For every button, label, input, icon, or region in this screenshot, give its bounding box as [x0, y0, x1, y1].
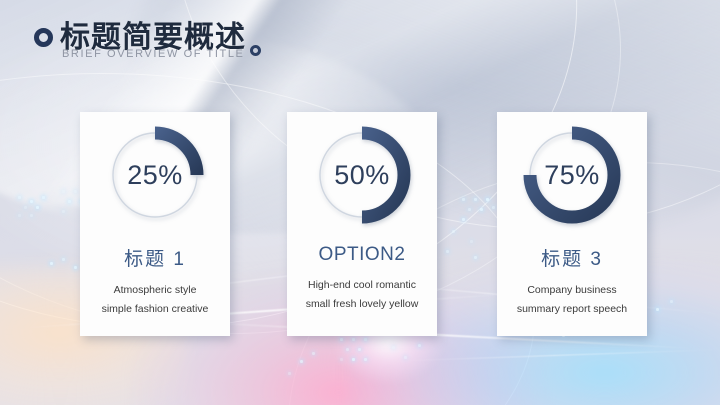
particle-dot: [312, 352, 315, 355]
donut-chart: 75%: [523, 126, 621, 224]
card-description: High-end cool romantic small fresh lovel…: [287, 276, 437, 315]
particle-dot: [358, 348, 361, 351]
card-description-line: Atmospheric style: [80, 281, 230, 300]
card-description-line: summary report speech: [497, 300, 647, 319]
particle-dot: [340, 358, 343, 361]
card-description-line: Company business: [497, 281, 647, 300]
particle-dot: [392, 346, 395, 349]
particle-dot: [364, 358, 367, 361]
percent-label: 25%: [106, 126, 204, 224]
info-card[interactable]: 50% OPTION2 High-end cool romantic small…: [287, 112, 437, 336]
particle-dot: [352, 358, 355, 361]
card-title: 标题 3: [497, 244, 647, 271]
donut-chart: 25%: [106, 126, 204, 224]
ring-icon: [34, 28, 53, 47]
card-description: Company business summary report speech: [497, 281, 647, 320]
donut-chart: 50%: [313, 126, 411, 224]
particle-dot: [346, 348, 349, 351]
particle-dot: [404, 356, 407, 359]
card-description-line: simple fashion creative: [80, 300, 230, 319]
card-title: 标题 1: [80, 244, 230, 271]
particle-dot: [288, 372, 291, 375]
card-description-line: small fresh lovely yellow: [287, 295, 437, 314]
page-subtitle: BRIEF OVERVIEW OF TITLE: [62, 48, 244, 60]
card-title: OPTION2: [287, 244, 437, 266]
info-card[interactable]: 25% 标题 1 Atmospheric style simple fashio…: [80, 112, 230, 336]
card-description: Atmospheric style simple fashion creativ…: [80, 281, 230, 320]
particle-dot: [300, 360, 303, 363]
slide: 标题简要概述 BRIEF OVERVIEW OF TITLE 25% 标题 1: [0, 0, 720, 405]
card-description-line: High-end cool romantic: [287, 276, 437, 295]
particle-dot: [418, 344, 421, 347]
percent-label: 50%: [313, 126, 411, 224]
ring-icon-small: [250, 45, 261, 56]
info-card[interactable]: 75% 标题 3 Company business summary report…: [497, 112, 647, 336]
card-row: 25% 标题 1 Atmospheric style simple fashio…: [0, 112, 720, 340]
percent-label: 75%: [523, 126, 621, 224]
